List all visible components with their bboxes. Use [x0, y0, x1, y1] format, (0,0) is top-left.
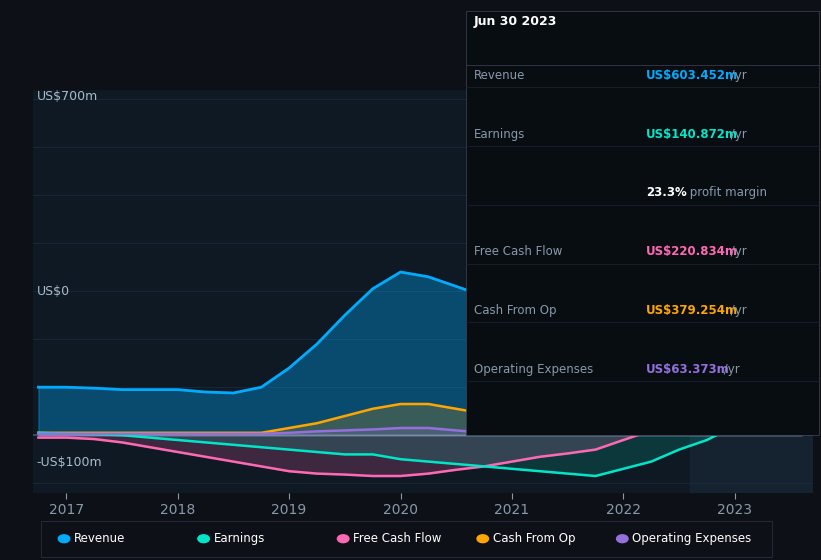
Text: /yr: /yr [727, 245, 747, 258]
Bar [690, 90, 813, 493]
Text: Earnings: Earnings [213, 532, 265, 545]
Text: Free Cash Flow: Free Cash Flow [353, 532, 442, 545]
Text: US$700m: US$700m [37, 90, 98, 102]
Text: Jun 30 2023: Jun 30 2023 [474, 15, 557, 28]
Text: /yr: /yr [727, 128, 747, 141]
Text: Cash From Op: Cash From Op [474, 304, 556, 317]
Text: US$603.452m: US$603.452m [646, 69, 738, 82]
Text: /yr: /yr [727, 304, 747, 317]
Text: Revenue: Revenue [74, 532, 126, 545]
Text: /yr: /yr [727, 69, 747, 82]
Text: US$220.834m: US$220.834m [646, 245, 738, 258]
Text: Earnings: Earnings [474, 128, 525, 141]
Text: Cash From Op: Cash From Op [493, 532, 575, 545]
Text: US$379.254m: US$379.254m [646, 304, 738, 317]
Text: Revenue: Revenue [474, 69, 525, 82]
Text: /yr: /yr [720, 363, 740, 376]
Text: 23.3%: 23.3% [646, 186, 687, 199]
Text: US$140.872m: US$140.872m [646, 128, 738, 141]
Text: Free Cash Flow: Free Cash Flow [474, 245, 562, 258]
Text: Operating Expenses: Operating Expenses [632, 532, 751, 545]
Text: US$0: US$0 [37, 284, 70, 298]
Text: profit margin: profit margin [686, 186, 767, 199]
Text: Operating Expenses: Operating Expenses [474, 363, 593, 376]
Text: -US$100m: -US$100m [37, 456, 103, 469]
Text: US$63.373m: US$63.373m [646, 363, 730, 376]
